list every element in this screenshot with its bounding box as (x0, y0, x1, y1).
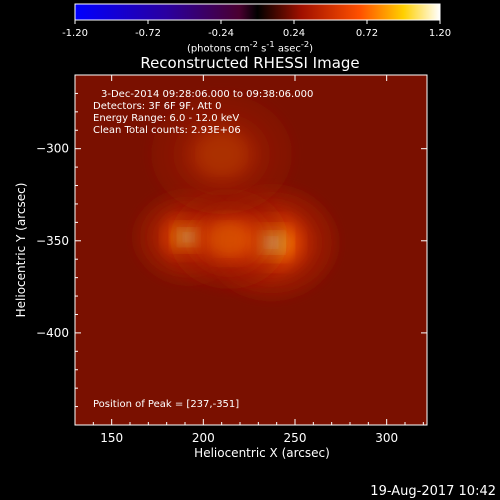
colorbar-tick-label: -0.72 (135, 28, 161, 39)
y-tick-label: −400 (36, 326, 69, 340)
x-tick-label: 150 (100, 431, 123, 445)
colorbar-tick-label: 0.72 (356, 28, 378, 39)
y-axis-label: Heliocentric Y (arcsec) (14, 183, 28, 318)
colorbar-tick-labels: -1.20 -0.72 -0.24 0.24 0.72 1.20 (62, 28, 451, 39)
peak-position-label: Position of Peak = [237,-351] (93, 399, 239, 410)
colorbar-tick-label: 1.20 (429, 28, 451, 39)
colorbar-tick-label: -0.24 (208, 28, 234, 39)
x-axis-label: Heliocentric X (arcsec) (194, 446, 330, 460)
x-tick-label: 300 (375, 431, 398, 445)
y-tick-label: −350 (36, 234, 69, 248)
emission-sources (135, 94, 336, 298)
colorbar (74, 3, 441, 21)
x-ticks: 150 200 250 300 (74, 75, 424, 445)
plot-frame (74, 74, 428, 426)
chart-title: Reconstructed RHESSI Image (140, 54, 359, 72)
emission-source (151, 94, 293, 215)
annotation-line: Detectors: 3F 6F 9F, Att 0 (93, 101, 221, 112)
emission-source (170, 189, 288, 289)
annotation-block: 3-Dec-2014 09:28:06.000 to 09:38:06.000D… (93, 89, 313, 136)
image-area (75, 75, 427, 425)
x-tick-label: 200 (192, 431, 215, 445)
annotation-line: Clean Total counts: 2.93E+06 (93, 125, 241, 136)
timestamp: 19-Aug-2017 10:42 (370, 484, 496, 499)
colorbar-tick-label: -1.20 (62, 28, 88, 39)
annotation-line: 3-Dec-2014 09:28:06.000 to 09:38:06.000 (101, 89, 313, 100)
y-ticks: −300 −350 −400 (36, 92, 427, 408)
colorbar-unit-label: (photons cm-2 s-1 asec-2) (186, 39, 314, 55)
x-tick-label: 250 (284, 431, 307, 445)
colorbar-ticks (74, 20, 441, 24)
y-tick-label: −300 (36, 142, 69, 156)
annotation-line: Energy Range: 6.0 - 12.0 keV (93, 113, 239, 124)
colorbar-tick-label: 0.24 (283, 28, 305, 39)
